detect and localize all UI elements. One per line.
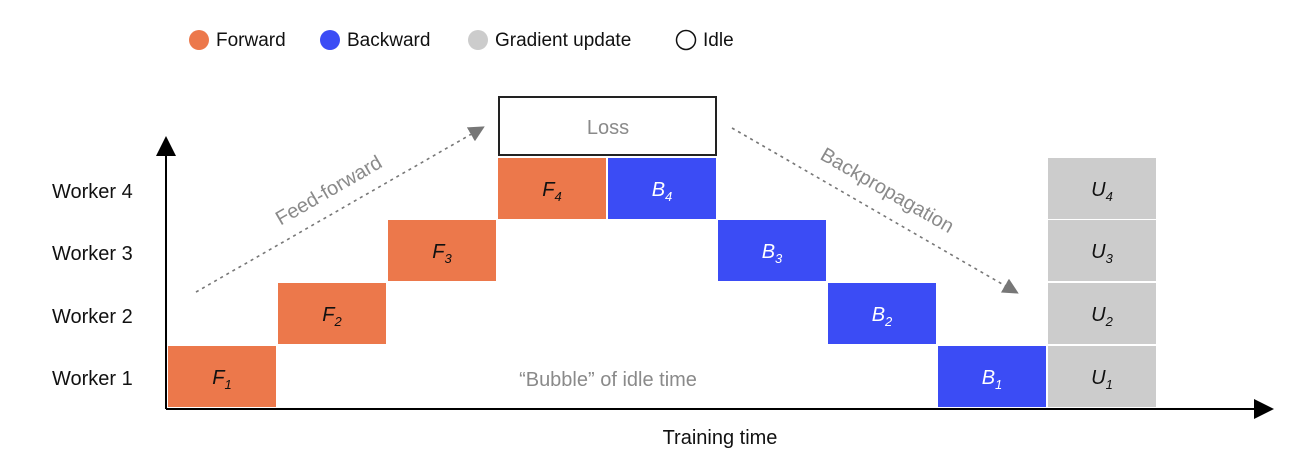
block-subscript: 2	[884, 314, 893, 329]
block-f3	[388, 220, 496, 281]
block-label-u3: U3	[1091, 241, 1113, 266]
block-letter: B	[872, 304, 885, 326]
block-u4	[1048, 158, 1156, 219]
block-label-f3: F3	[432, 241, 452, 266]
block-subscript: 2	[1105, 314, 1114, 329]
block-f4	[498, 158, 606, 219]
block-letter: F	[212, 367, 226, 389]
block-b1	[938, 346, 1046, 407]
legend-swatch-forward	[189, 30, 209, 50]
loss-box	[498, 96, 717, 156]
legend-label-idle: Idle	[703, 30, 734, 51]
legend-swatch-idle	[675, 29, 697, 51]
block-letter: U	[1091, 241, 1106, 263]
feed-forward-label: Feed-forward	[272, 152, 386, 231]
loss-label: Loss	[587, 117, 629, 139]
worker-label-2: Worker 2	[52, 306, 133, 328]
backprop-arrow	[731, 127, 1019, 294]
block-letter: U	[1091, 304, 1106, 326]
block-letter: B	[762, 241, 775, 263]
block-subscript: 3	[1106, 251, 1114, 266]
block-letter: U	[1091, 179, 1106, 201]
block-label-b1: B1	[982, 367, 1003, 392]
block-label-f1: F1	[212, 367, 231, 392]
block-subscript: 2	[333, 314, 342, 329]
legend-label-backward: Backward	[347, 30, 430, 51]
legend-swatch-backward	[320, 30, 340, 50]
worker-label-4: Worker 4	[52, 181, 133, 203]
block-subscript: 3	[775, 251, 783, 266]
block-subscript: 1	[224, 377, 231, 392]
legend: Forward Backward Gradient update Idle	[189, 29, 734, 51]
x-axis-label: Training time	[663, 427, 778, 449]
block-u1	[1048, 346, 1156, 407]
worker-label-1: Worker 1	[52, 368, 133, 390]
block-label-f4: F4	[542, 179, 561, 204]
block-label-u2: U2	[1091, 304, 1113, 329]
block-label-b4: B4	[652, 179, 673, 204]
block-label-b3: B3	[762, 241, 783, 266]
legend-label-forward: Forward	[216, 30, 286, 51]
feed-forward-arrow	[195, 126, 485, 293]
block-letter: F	[322, 304, 336, 326]
block-letter: U	[1091, 367, 1106, 389]
block-f2	[278, 283, 386, 344]
block-label-u1: U1	[1091, 367, 1113, 392]
worker-label-3: Worker 3	[52, 243, 133, 265]
block-subscript: 1	[1106, 377, 1113, 392]
block-subscript: 1	[995, 377, 1002, 392]
block-subscript: 4	[1106, 189, 1113, 204]
block-label-u4: U4	[1091, 179, 1113, 204]
block-subscript: 4	[554, 189, 561, 204]
block-b3	[718, 220, 826, 281]
block-letter: F	[542, 179, 556, 201]
block-letter: B	[652, 179, 665, 201]
block-label-f2: F2	[322, 304, 342, 329]
backprop-label: Backpropagation	[817, 144, 958, 238]
block-subscript: 4	[665, 189, 672, 204]
bubble-label: “Bubble” of idle time	[519, 369, 697, 391]
block-b2	[828, 283, 936, 344]
block-f1	[168, 346, 276, 407]
block-subscript: 3	[444, 251, 452, 266]
block-u3	[1048, 220, 1156, 281]
legend-label-gradient-update: Gradient update	[495, 30, 631, 51]
block-label-b2: B2	[872, 304, 893, 329]
block-b4	[608, 158, 716, 219]
block-letter: B	[982, 367, 995, 389]
legend-swatch-gradient-update	[468, 30, 488, 50]
block-letter: F	[432, 241, 446, 263]
block-u2	[1048, 283, 1156, 344]
